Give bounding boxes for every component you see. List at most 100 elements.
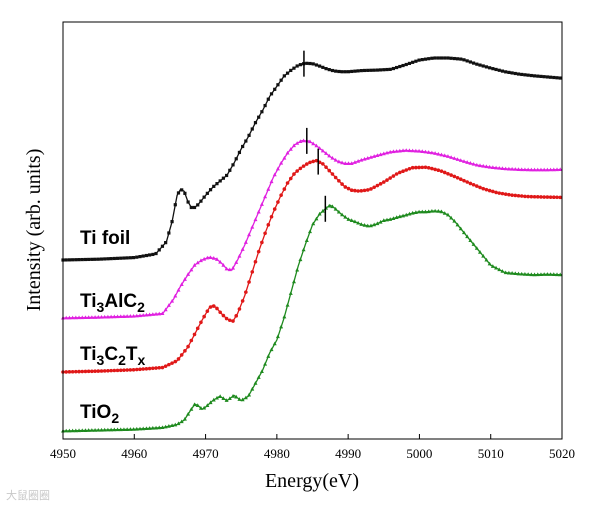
data-point xyxy=(391,216,396,220)
data-point xyxy=(349,161,354,165)
data-point xyxy=(292,66,296,70)
data-point xyxy=(160,425,165,430)
data-point xyxy=(516,271,521,276)
data-point xyxy=(532,194,537,199)
data-point xyxy=(391,149,396,154)
data-point xyxy=(298,63,302,67)
data-point xyxy=(420,58,424,62)
data-point xyxy=(263,103,267,108)
data-point xyxy=(507,70,511,75)
data-point xyxy=(522,167,527,172)
data-point xyxy=(529,272,534,277)
data-point xyxy=(131,256,136,260)
data-point xyxy=(272,341,277,346)
data-point xyxy=(458,177,463,182)
data-point xyxy=(282,74,286,78)
data-point xyxy=(433,208,438,213)
data-point xyxy=(445,212,450,217)
series-label-text: C xyxy=(104,344,118,365)
data-point xyxy=(128,256,132,260)
data-point xyxy=(70,428,75,433)
data-point xyxy=(356,189,360,193)
data-point xyxy=(176,191,181,195)
data-point xyxy=(90,369,94,374)
data-point xyxy=(538,167,543,172)
data-point xyxy=(436,168,441,173)
data-point xyxy=(471,242,476,246)
data-point xyxy=(368,223,373,228)
data-point xyxy=(311,159,316,164)
data-point xyxy=(330,172,335,176)
data-point xyxy=(417,58,421,62)
data-point xyxy=(359,188,364,193)
data-point xyxy=(275,166,280,171)
data-point xyxy=(407,166,412,171)
data-point xyxy=(211,397,216,402)
data-point xyxy=(128,314,133,318)
data-point xyxy=(67,258,72,262)
data-point xyxy=(333,175,338,180)
data-point xyxy=(73,315,78,320)
data-point xyxy=(147,366,152,371)
data-point xyxy=(529,167,534,172)
data-point xyxy=(468,238,473,242)
data-point xyxy=(73,428,78,433)
data-point xyxy=(455,57,460,61)
data-point xyxy=(404,168,409,172)
data-point xyxy=(83,315,88,320)
data-point xyxy=(305,61,309,65)
data-point xyxy=(291,143,296,148)
data-point xyxy=(109,257,113,261)
data-point xyxy=(122,256,126,260)
data-point xyxy=(439,209,444,214)
data-point xyxy=(382,68,386,72)
data-point xyxy=(439,152,444,157)
data-point xyxy=(494,165,499,170)
data-point xyxy=(176,287,181,292)
data-point xyxy=(70,315,75,320)
data-point xyxy=(558,195,563,200)
data-point xyxy=(128,427,133,431)
data-point xyxy=(356,220,361,225)
data-point xyxy=(413,148,418,153)
data-point xyxy=(266,223,271,227)
data-point xyxy=(535,167,540,172)
data-point xyxy=(478,163,483,168)
x-tick-label: 4980 xyxy=(264,446,290,461)
data-point xyxy=(455,176,460,180)
data-point xyxy=(227,267,232,272)
data-point xyxy=(321,162,325,166)
data-point xyxy=(330,155,335,160)
data-point xyxy=(112,368,117,373)
data-point xyxy=(516,167,521,171)
data-point xyxy=(433,56,437,60)
data-point xyxy=(542,195,546,199)
data-point xyxy=(87,257,91,262)
data-point xyxy=(256,209,261,214)
data-point xyxy=(327,68,331,72)
data-point xyxy=(118,314,123,319)
data-point xyxy=(519,271,524,276)
data-point xyxy=(365,188,370,192)
data-point xyxy=(545,272,550,276)
data-point xyxy=(455,157,460,161)
data-point xyxy=(173,203,177,207)
data-point xyxy=(343,70,347,74)
data-point xyxy=(125,427,130,431)
data-point xyxy=(333,157,338,162)
data-point xyxy=(192,402,197,407)
data-point xyxy=(436,209,441,213)
data-point xyxy=(442,170,447,175)
data-point xyxy=(237,253,242,258)
data-point xyxy=(218,259,223,264)
data-point xyxy=(151,366,155,371)
data-point xyxy=(112,427,117,432)
data-point xyxy=(253,259,258,264)
data-point xyxy=(183,191,187,195)
data-point xyxy=(240,247,245,251)
data-point xyxy=(365,223,370,228)
data-point xyxy=(292,172,296,176)
data-point xyxy=(545,167,550,172)
data-point xyxy=(295,64,299,68)
